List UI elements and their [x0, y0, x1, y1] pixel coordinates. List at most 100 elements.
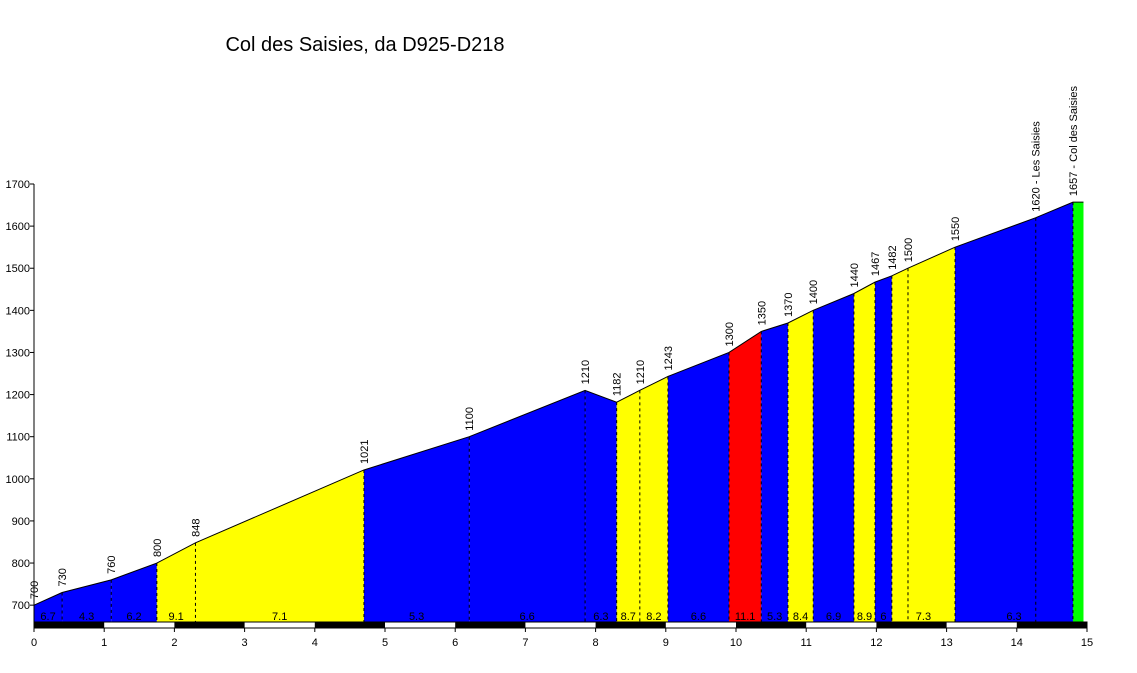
gradient-segment-fills [34, 202, 1084, 622]
y-tick-label: 1600 [6, 221, 30, 233]
grade-label: 5.3 [767, 611, 782, 623]
grade-label: 6.7 [40, 611, 55, 623]
x-tick-label: 14 [1011, 637, 1023, 649]
elevation-label: 1440 [849, 263, 861, 287]
segment-fill-17 [891, 247, 956, 622]
segment-fill-6 [469, 390, 586, 622]
elevation-label: 1210 [580, 360, 592, 384]
segment-fill-0 [34, 592, 63, 622]
y-tick-label: 1400 [6, 305, 30, 317]
elevation-label: 1182 [612, 373, 624, 397]
grade-label: 6.6 [520, 611, 535, 623]
distance-strip-bar [1016, 622, 1087, 628]
distance-strip-bar [736, 622, 807, 628]
grade-label: 8.4 [793, 611, 808, 623]
grade-label: 6.6 [691, 611, 706, 623]
y-axis: 700 800 900 1000 1100 1200 1300 1400 1500 1600 170… [6, 179, 35, 628]
segment-fill-5 [363, 436, 470, 622]
elevation-label: 760 [106, 556, 118, 574]
elevation-label: 1370 [783, 292, 795, 316]
segment-fill-15 [853, 282, 875, 622]
elevation-label: 1467 [870, 252, 882, 276]
elevation-label: 1400 [808, 280, 820, 304]
segment-fill-13 [787, 310, 814, 622]
x-tick-label: 11 [800, 637, 811, 649]
segment-fill-4 [195, 469, 364, 622]
grade-label: 6 [880, 611, 886, 623]
segment-fill-14 [813, 293, 854, 622]
elevation-label: 1500 [903, 238, 915, 262]
elevation-label: 800 [152, 539, 164, 557]
distance-strip-bar [876, 622, 947, 628]
grade-label: 8.7 [621, 611, 636, 623]
grade-label: 5.3 [409, 611, 424, 623]
grade-label: 7.3 [916, 611, 931, 623]
profile-outline [33, 201, 1084, 606]
grade-label: 7.1 [272, 611, 287, 623]
distance-strip-bar [174, 622, 245, 628]
elevation-label: 848 [190, 518, 202, 536]
distance-strip-bar [595, 622, 666, 628]
x-tick-label: 13 [940, 637, 952, 649]
y-tick-label: 1000 [6, 474, 30, 486]
grade-label: 6.3 [593, 611, 608, 623]
grade-label: 8.9 [857, 611, 872, 623]
grade-label: 11.1 [735, 611, 756, 623]
distance-strip-bar [34, 622, 105, 628]
grade-label: 6.2 [126, 611, 141, 623]
x-tick-label: 3 [242, 637, 248, 649]
y-tick-label: 800 [12, 558, 30, 570]
x-axis: 0 1 2 3 4 5 6 7 8 9 10 11 12 13 14 15 [31, 628, 1093, 649]
x-tick-label: 6 [452, 637, 458, 649]
segment-fill-10 [667, 352, 729, 622]
x-tick-label: 15 [1081, 637, 1093, 649]
y-tick-label: 900 [12, 516, 30, 528]
distance-strip-bar [455, 622, 526, 628]
x-tick-label: 1 [101, 637, 107, 649]
segment-fill-3 [156, 542, 196, 622]
elevation-label: 1550 [950, 217, 962, 241]
elevation-labels: 700 730 760 800 848 1021 1100 1210 1182 1210 1243 1… [29, 86, 1080, 600]
segment-fill-8 [616, 390, 640, 622]
segment-fill-1 [62, 579, 112, 622]
grade-label: 9.1 [169, 611, 184, 623]
distance-strip-bar [314, 622, 385, 628]
grade-label: 6.3 [1006, 611, 1021, 623]
y-tick-label: 1500 [6, 263, 30, 275]
breakpoint-dashes [61, 202, 1074, 622]
elevation-label: 1300 [724, 322, 736, 346]
grade-labels: 6.7 4.3 6.2 9.1 7.1 5.3 6.6 6.3 8.7 8.2 6.6 11.1 5.3… [40, 611, 1021, 623]
elevation-label: 1243 [663, 346, 675, 370]
x-tick-label: 4 [312, 637, 318, 649]
x-tick-label: 10 [730, 637, 742, 649]
y-tick-label: 700 [12, 600, 30, 612]
x-tick-label: 0 [31, 637, 37, 649]
x-tick-label: 2 [171, 637, 177, 649]
elevation-label: 1210 [635, 360, 647, 384]
segment-fill-9 [639, 376, 668, 622]
elevation-label: 1021 [359, 439, 371, 463]
x-tick-label: 9 [663, 637, 669, 649]
x-tick-label: 12 [870, 637, 882, 649]
segment-fill-7 [585, 390, 617, 622]
elevation-label: 730 [57, 568, 69, 586]
y-tick-label: 1700 [6, 179, 30, 191]
segment-fill-16 [874, 275, 892, 622]
segment-fill-18 [955, 202, 1073, 622]
x-tick-label: 7 [522, 637, 528, 649]
y-tick-label: 1200 [6, 390, 30, 402]
grade-label: 6.9 [826, 611, 841, 623]
elevation-label: 1100 [464, 407, 476, 431]
segment-fill-12 [761, 322, 788, 622]
segment-fill-11 [728, 331, 762, 622]
profile-line [33, 201, 1084, 606]
segment-fill-19 [1072, 202, 1084, 622]
elevation-label: 1482 [887, 245, 899, 269]
grade-label: 4.3 [79, 611, 94, 623]
chart-title: Col des Saisies, da D925-D218 [225, 34, 505, 56]
elevation-label: 1350 [756, 301, 768, 325]
grade-label: 8.2 [646, 611, 661, 623]
elevation-label: 700 [29, 581, 41, 599]
segment-fill-2 [111, 563, 157, 622]
